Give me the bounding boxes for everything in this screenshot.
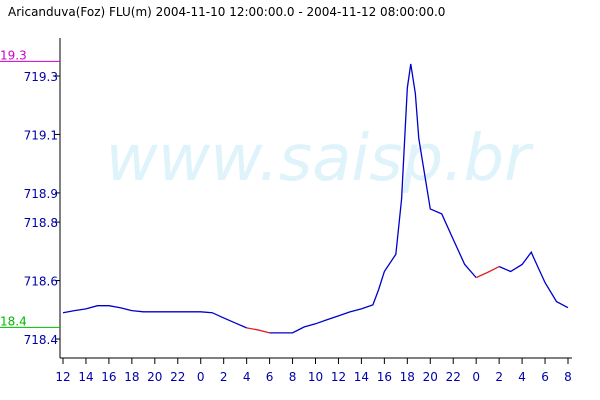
y-tick-label: 719.1	[24, 128, 58, 142]
chart-title: Aricanduva(Foz) FLU(m) 2004-11-10 12:00:…	[8, 5, 445, 19]
x-tick-label: 6	[266, 370, 274, 384]
x-tick-label: 18	[124, 370, 139, 384]
x-tick-label: 6	[541, 370, 549, 384]
y-tick-label: 719.3	[24, 70, 58, 84]
y-tick-label: 718.4	[24, 333, 58, 347]
x-tick-label: 22	[446, 370, 461, 384]
x-tick-label: 16	[377, 370, 392, 384]
x-tick-label: 12	[55, 370, 70, 384]
x-tick-label: 4	[243, 370, 251, 384]
x-tick-label: 16	[101, 370, 116, 384]
reference-label: 19.3	[0, 48, 27, 62]
x-tick-label: 0	[472, 370, 480, 384]
x-tick-label: 20	[147, 370, 162, 384]
x-tick-label: 10	[308, 370, 323, 384]
data-line	[62, 63, 569, 334]
y-tick-label: 718.8	[24, 216, 58, 230]
x-tick-label: 22	[170, 370, 185, 384]
watermark: www.saisp.br	[106, 122, 535, 196]
x-tick-label: 20	[423, 370, 438, 384]
x-tick-label: 8	[289, 370, 297, 384]
x-tick-label: 8	[564, 370, 572, 384]
x-tick-label: 14	[78, 370, 93, 384]
x-tick-label: 2	[220, 370, 228, 384]
data-line	[246, 265, 500, 334]
x-tick-label: 18	[400, 370, 415, 384]
reference-label: 18.4	[0, 314, 27, 328]
x-tick-label: 2	[495, 370, 503, 384]
y-tick-label: 718.6	[24, 275, 58, 289]
x-tick-label: 0	[197, 370, 205, 384]
x-tick-label: 12	[331, 370, 346, 384]
x-tick-label: 4	[518, 370, 526, 384]
y-tick-label: 718.9	[24, 187, 58, 201]
x-tick-label: 14	[354, 370, 369, 384]
